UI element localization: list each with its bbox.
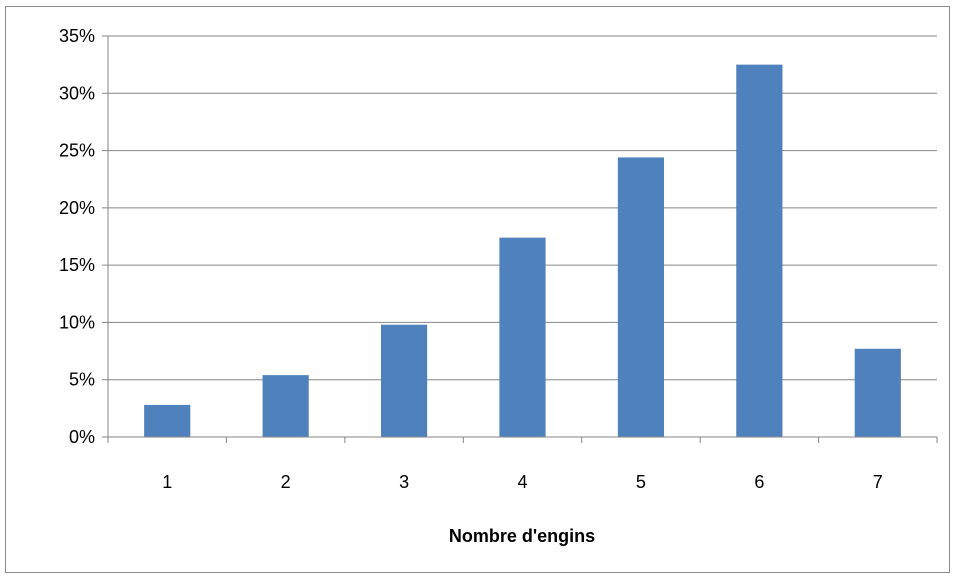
x-tick-label: 6: [754, 472, 764, 492]
gridlines: [108, 35, 937, 381]
x-tick-label: 5: [636, 472, 646, 492]
x-tick-label: 4: [517, 472, 527, 492]
bar-6: [736, 64, 783, 438]
y-tick-label: 5%: [69, 370, 95, 390]
bar-3: [380, 324, 428, 437]
y-tick-label: 30%: [59, 83, 95, 103]
x-tick-label: 7: [873, 472, 883, 492]
bar-5: [617, 157, 665, 437]
x-tick-label: 3: [399, 472, 409, 492]
x-axis-title: Nombre d'engins: [449, 526, 595, 546]
x-tick-label: 2: [281, 472, 291, 492]
y-tick-label: 10%: [59, 312, 95, 332]
axes: [102, 35, 938, 443]
bar-1: [144, 404, 191, 437]
x-tick-label: 1: [162, 472, 172, 492]
y-tick-labels: 0% 5% 10% 15% 20% 25% 30% 35%: [59, 26, 95, 447]
bars: [144, 64, 901, 438]
bar-7: [854, 348, 901, 437]
bar-4: [499, 237, 546, 437]
y-tick-label: 15%: [59, 255, 95, 275]
y-tick-label: 20%: [59, 198, 95, 218]
y-tick-label: 25%: [59, 141, 95, 161]
y-tick-label: 0%: [69, 427, 95, 447]
chart-frame: [5, 6, 950, 573]
y-tick-label: 35%: [59, 26, 95, 46]
x-tick-labels: 1 2 3 4 5 6 7: [162, 472, 883, 492]
bar-2: [262, 375, 309, 437]
